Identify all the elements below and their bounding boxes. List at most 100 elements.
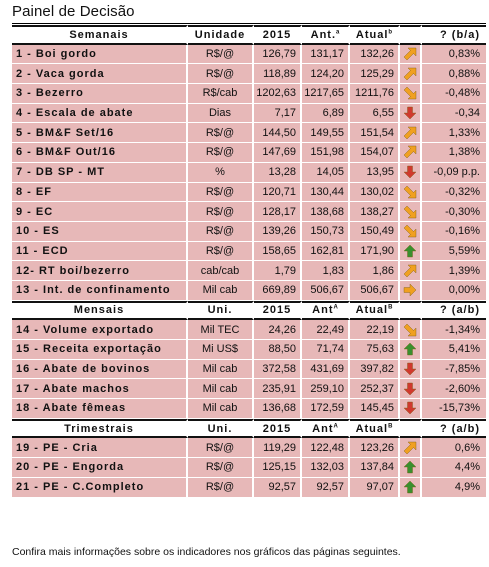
trend-icon xyxy=(400,241,422,262)
up-right-arrow-icon xyxy=(403,146,417,159)
indicator-name: 16 - Abate de bovinos xyxy=(12,359,188,380)
table-row: 13 - Int. de confinamento Mil cab 669,89 50… xyxy=(12,280,486,301)
previous-value: 150,73 xyxy=(302,221,350,242)
indicator-name: 11 - ECD xyxy=(12,241,188,262)
variation-value: 4,9% xyxy=(422,477,486,498)
down-arrow-icon xyxy=(403,362,417,376)
table-row: 2 - Vaca gorda R$/@ 118,89 124,20 125,29 0,88… xyxy=(12,64,486,85)
year-header: 2015 xyxy=(254,418,302,439)
current-value: 252,37 xyxy=(350,379,400,400)
variation-value: 0,83% xyxy=(422,44,486,65)
unit-header: Unidade xyxy=(188,25,254,45)
trend-icon xyxy=(400,399,422,419)
icon-header xyxy=(400,418,422,439)
year-value: 128,17 xyxy=(254,202,302,222)
current-header: AtualB xyxy=(350,418,400,439)
trend-icon xyxy=(400,477,422,498)
variation-value: -0,34 xyxy=(422,103,486,124)
table-row: 14 - Volume exportado Mil TEC 24,26 22,49 22… xyxy=(12,320,486,340)
table-row: 15 - Receita exportação Mi US$ 88,50 71,74 7… xyxy=(12,340,486,360)
previous-header: AntA xyxy=(302,300,350,321)
previous-value: 162,81 xyxy=(302,241,350,262)
indicator-name: 17 - Abate machos xyxy=(12,379,188,400)
table-row: 21 - PE - C.Completo R$/@ 92,57 92,57 97,07 4… xyxy=(12,477,486,498)
previous-label: Ant xyxy=(312,304,334,317)
up-right-arrow-icon xyxy=(403,441,417,455)
unit-cell: Dias xyxy=(188,103,254,124)
right-arrow-icon xyxy=(403,283,417,297)
down-right-arrow-icon xyxy=(403,185,417,199)
section-title: Trimestrais xyxy=(12,418,188,439)
year-value: 669,89 xyxy=(254,280,302,301)
unit-cell: R$/@ xyxy=(188,221,254,242)
variation-value: 0,88% xyxy=(422,64,486,85)
current-value: 145,45 xyxy=(350,399,400,419)
down-arrow-icon xyxy=(403,106,417,120)
variation-header: ? (a/b) xyxy=(422,300,486,321)
previous-value: 124,20 xyxy=(302,64,350,85)
variation-value: 5,41% xyxy=(422,340,486,360)
table-row: 18 - Abate fêmeas Mil cab 136,68 172,59 145,… xyxy=(12,399,486,419)
variation-value: -0,48% xyxy=(422,84,486,104)
year-value: 144,50 xyxy=(254,123,302,144)
previous-value: 506,67 xyxy=(302,280,350,301)
year-value: 13,28 xyxy=(254,162,302,183)
unit-cell: R$/@ xyxy=(188,202,254,222)
indicator-name: 12- RT boi/bezerro xyxy=(12,261,188,281)
variation-value: 4,4% xyxy=(422,458,486,478)
trend-icon xyxy=(400,438,422,459)
year-value: 88,50 xyxy=(254,340,302,360)
current-header: Atualb xyxy=(350,25,400,45)
current-value: 1211,76 xyxy=(350,84,400,104)
current-value: 1,86 xyxy=(350,261,400,281)
icon-header xyxy=(400,300,422,321)
indicator-name: 19 - PE - Cria xyxy=(12,438,188,459)
indicator-name: 6 - BM&F Out/16 xyxy=(12,143,188,163)
indicator-name: 7 - DB SP - MT xyxy=(12,162,188,183)
year-value: 119,29 xyxy=(254,438,302,459)
year-value: 125,15 xyxy=(254,458,302,478)
table-row: 16 - Abate de bovinos Mil cab 372,58 431,69… xyxy=(12,359,486,380)
footnote-marker: A xyxy=(333,422,338,429)
indicator-name: 4 - Escala de abate xyxy=(12,103,188,124)
trend-icon xyxy=(400,280,422,301)
previous-header: Ant.a xyxy=(302,25,350,45)
unit-cell: Mil cab xyxy=(188,359,254,380)
indicator-name: 20 - PE - Engorda xyxy=(12,458,188,478)
year-value: 126,79 xyxy=(254,44,302,65)
table-row: 7 - DB SP - MT% 13,28 14,05 13,95 -0,09 p.p. xyxy=(12,162,486,183)
indicator-name: 13 - Int. de confinamento xyxy=(12,280,188,301)
current-value: 75,63 xyxy=(350,340,400,360)
previous-value: 6,89 xyxy=(302,103,350,124)
current-label: Atual xyxy=(355,422,389,435)
current-value: 151,54 xyxy=(350,123,400,144)
current-value: 132,26 xyxy=(350,44,400,65)
trend-icon xyxy=(400,103,422,124)
current-value: 125,29 xyxy=(350,64,400,85)
unit-cell: Mil cab xyxy=(188,379,254,400)
table-row: 6 - BM&F Out/16 R$/@ 147,69 151,98 154,07 1,3… xyxy=(12,143,486,163)
up-arrow-icon xyxy=(403,244,417,258)
table-row: 5 - BM&F Set/16 R$/@ 144,50 149,55 151,54 1,3… xyxy=(12,123,486,144)
page-title: Painel de Decisão xyxy=(12,3,135,20)
up-right-arrow-icon xyxy=(403,47,417,61)
table-row: 20 - PE - Engorda R$/@ 125,15 132,03 137,84 4… xyxy=(12,458,486,478)
unit-cell: cab/cab xyxy=(188,261,254,281)
table-row: 3 - Bezerro R$/cab 1202,63 1217,65 1211,76 -0… xyxy=(12,84,486,104)
previous-value: 138,68 xyxy=(302,202,350,222)
variation-value: -0,09 p.p. xyxy=(422,162,486,183)
current-value: 154,07 xyxy=(350,143,400,163)
up-right-arrow-icon xyxy=(403,67,417,81)
previous-value: 71,74 xyxy=(302,340,350,360)
previous-value: 132,03 xyxy=(302,458,350,478)
year-header: 2015 xyxy=(254,300,302,321)
indicator-name: 5 - BM&F Set/16 xyxy=(12,123,188,144)
table-row: 11 - ECD R$/@ 158,65 162,81 171,90 5,59% xyxy=(12,241,486,262)
previous-value: 122,48 xyxy=(302,438,350,459)
trend-icon xyxy=(400,162,422,183)
trend-icon xyxy=(400,44,422,65)
year-value: 158,65 xyxy=(254,241,302,262)
up-right-arrow-icon xyxy=(403,126,417,140)
previous-value: 1217,65 xyxy=(302,84,350,104)
trend-icon xyxy=(400,379,422,400)
